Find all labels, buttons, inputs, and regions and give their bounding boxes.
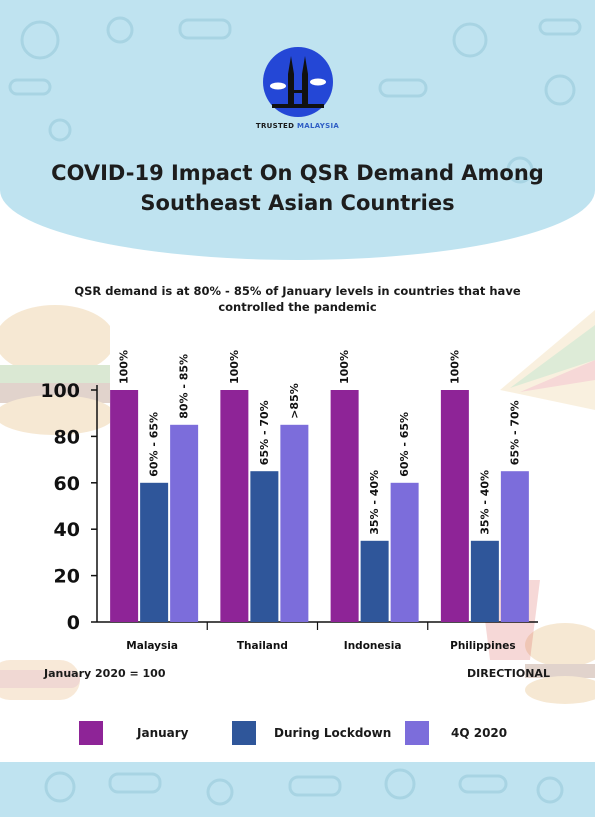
- data-label: >85%: [288, 383, 301, 419]
- bar-4q-2020: [280, 424, 309, 622]
- sandwich-illustration: [500, 310, 595, 410]
- bar-during-lockdown: [140, 482, 169, 622]
- legend-label: During Lockdown: [274, 726, 392, 740]
- legend-swatch: [79, 721, 103, 745]
- data-label: 35% - 40%: [478, 470, 491, 535]
- brand-name-part2: MALAYSIA: [296, 122, 340, 130]
- bar-during-lockdown: [470, 540, 499, 622]
- bar-january: [220, 390, 249, 622]
- data-label: 100%: [228, 350, 241, 384]
- food-pattern-decoration: [8, 16, 582, 184]
- data-label: 65% - 70%: [508, 400, 521, 465]
- burger-illustration-small: [525, 623, 595, 704]
- page-title-line2: Southeast Asian Countries: [140, 191, 455, 215]
- x-tick-label: Malaysia: [126, 640, 178, 652]
- bar-january: [440, 390, 469, 622]
- page-title: COVID-19 Impact On QSR Demand Among Sout…: [20, 158, 575, 218]
- burger-illustration: [0, 305, 110, 435]
- data-label: 60% - 65%: [148, 412, 161, 477]
- data-label: 100%: [448, 350, 461, 384]
- hotdog-illustration: [0, 660, 80, 700]
- brand-name: TRUSTED MALAYSIA: [0, 122, 595, 130]
- y-tick-label: 60: [54, 473, 80, 495]
- data-label: 80% - 85%: [178, 354, 191, 419]
- bar-january: [330, 390, 359, 622]
- brand-name-part1: TRUSTED: [255, 122, 295, 130]
- x-tick-label: Thailand: [237, 640, 288, 652]
- footer-banner: [0, 762, 595, 817]
- page-title-line1: COVID-19 Impact On QSR Demand Among: [51, 161, 544, 185]
- x-tick-label: Indonesia: [344, 640, 402, 652]
- data-label: 100%: [118, 350, 131, 384]
- bar-during-lockdown: [250, 471, 279, 622]
- y-tick-label: 40: [54, 519, 80, 541]
- y-tick-label: 80: [54, 426, 80, 448]
- legend-swatch: [405, 721, 429, 745]
- chart-subtitle: QSR demand is at 80% - 85% of January le…: [74, 284, 521, 314]
- legend-swatch: [232, 721, 256, 745]
- data-label: 60% - 65%: [398, 412, 411, 477]
- directional-note: DIRECTIONAL: [467, 667, 550, 680]
- trusted-malaysia-logo: [263, 47, 333, 117]
- y-tick-label: 100: [40, 380, 80, 402]
- legend-label: 4Q 2020: [451, 726, 508, 740]
- bar-4q-2020: [390, 482, 419, 622]
- bar-january: [110, 390, 139, 622]
- bar-4q-2020: [170, 424, 199, 622]
- data-label: 100%: [338, 350, 351, 384]
- legend-label: January: [137, 726, 189, 740]
- data-label: 65% - 70%: [258, 400, 271, 465]
- baseline-note: January 2020 = 100: [44, 667, 166, 680]
- data-label: 35% - 40%: [368, 470, 381, 535]
- food-pattern-decoration: [44, 768, 564, 806]
- header-banner: [0, 0, 595, 260]
- bar-4q-2020: [500, 471, 529, 622]
- bar-during-lockdown: [360, 540, 389, 622]
- y-tick-label: 20: [54, 566, 80, 588]
- y-tick-label: 0: [67, 612, 80, 634]
- x-tick-label: Philippines: [450, 640, 515, 652]
